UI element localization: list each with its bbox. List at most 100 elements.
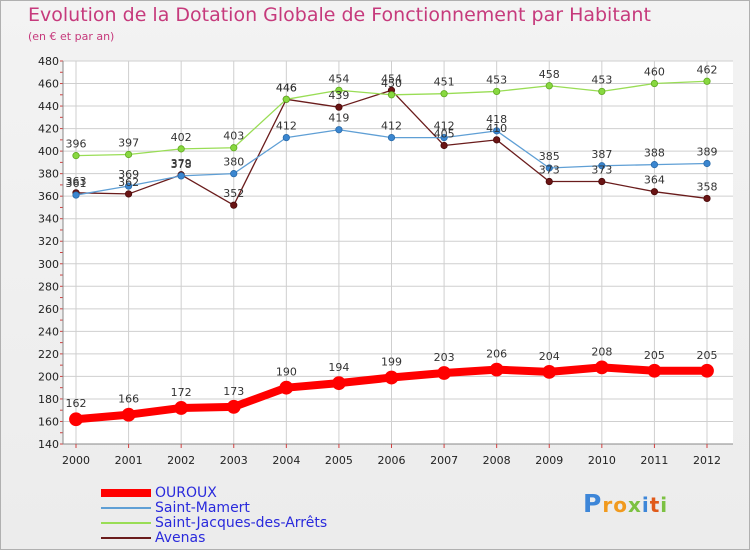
data-point: [384, 370, 399, 385]
data-point: [493, 136, 501, 144]
data-label: 361: [66, 177, 87, 190]
y-tick-label: 460: [38, 78, 59, 91]
data-point: [493, 87, 501, 96]
data-point: [545, 164, 553, 172]
data-point: [124, 190, 133, 198]
data-label: 454: [328, 72, 349, 85]
data-point: [230, 144, 238, 152]
data-label: 373: [539, 164, 560, 177]
data-point: [700, 363, 714, 378]
data-label: 199: [381, 356, 402, 369]
data-point: [703, 159, 711, 168]
logo-letter: i: [641, 493, 650, 517]
data-label: 387: [591, 148, 612, 161]
x-tick-label: 2011: [640, 454, 668, 467]
x-tick-label: 2010: [588, 454, 616, 467]
data-label: 362: [118, 176, 139, 189]
data-label: 205: [697, 349, 718, 362]
data-label: 412: [276, 120, 297, 133]
data-label: 418: [486, 113, 507, 126]
data-point: [332, 376, 346, 391]
data-label: 385: [539, 150, 560, 163]
data-point: [230, 170, 238, 178]
legend-label: Avenas: [155, 530, 206, 546]
data-point: [335, 103, 343, 111]
data-label: 458: [539, 68, 560, 81]
data-label: 379: [171, 157, 192, 170]
data-label: 450: [381, 77, 402, 90]
proxiti-logo: Proxiti: [583, 489, 668, 518]
data-point: [69, 412, 83, 427]
data-label: 419: [328, 112, 349, 125]
x-tick-label: 2009: [535, 454, 563, 467]
data-label: 358: [697, 180, 718, 193]
logo-letter: x: [627, 493, 642, 517]
data-point: [493, 127, 501, 135]
logo-letter: P: [583, 489, 603, 518]
y-tick-label: 440: [38, 100, 59, 113]
x-tick-label: 2004: [272, 454, 300, 467]
data-point: [387, 91, 396, 99]
data-label: 364: [644, 174, 665, 187]
x-tick-label: 2000: [62, 454, 90, 467]
data-label: 204: [539, 350, 560, 363]
data-point: [650, 188, 659, 196]
y-tick-label: 240: [38, 325, 59, 338]
data-label: 172: [171, 386, 192, 399]
data-point: [650, 79, 659, 88]
plot-area: [63, 61, 733, 444]
data-point: [72, 191, 80, 199]
data-label: 460: [644, 66, 665, 79]
legend-label: OUROUX: [155, 485, 217, 501]
data-label: 206: [486, 348, 507, 361]
data-label: 446: [276, 81, 297, 94]
data-label: 451: [434, 76, 455, 89]
data-point: [650, 161, 659, 169]
data-label: 190: [276, 366, 297, 379]
data-label: 389: [697, 146, 718, 159]
data-label: 203: [434, 351, 455, 364]
chart-subtitle: (en € et par an): [28, 30, 115, 43]
data-label: 173: [223, 385, 244, 398]
data-label: 453: [486, 73, 507, 86]
y-tick-label: 360: [38, 190, 59, 203]
y-tick-label: 280: [38, 280, 59, 293]
data-label: 412: [381, 120, 402, 133]
data-point: [282, 95, 290, 103]
y-tick-label: 380: [38, 168, 59, 181]
y-tick-label: 160: [38, 415, 59, 428]
data-label: 162: [66, 397, 87, 410]
x-tick-label: 2012: [693, 454, 721, 467]
data-point: [174, 401, 189, 415]
data-label: 396: [66, 138, 87, 151]
data-point: [594, 360, 609, 375]
data-label: 454: [381, 72, 402, 85]
data-point: [124, 182, 133, 190]
data-label: 403: [223, 130, 244, 143]
data-label: 453: [591, 73, 612, 86]
data-point: [282, 134, 290, 142]
x-tick-label: 2005: [325, 454, 353, 467]
y-tick-label: 260: [38, 303, 59, 316]
data-point: [545, 177, 553, 186]
data-label: 194: [328, 361, 349, 374]
x-tick-label: 2006: [378, 454, 406, 467]
data-label: 402: [171, 131, 192, 144]
data-point: [440, 141, 448, 150]
x-tick-label: 2002: [167, 454, 195, 467]
data-point: [226, 399, 241, 414]
data-point: [598, 87, 606, 96]
data-label: 363: [66, 175, 87, 188]
data-point: [335, 126, 343, 134]
data-point: [545, 82, 553, 90]
y-tick-label: 300: [38, 258, 59, 271]
data-label: 439: [328, 89, 349, 102]
data-label: 446: [276, 81, 297, 94]
chart-title: Evolution de la Dotation Globale de Fonc…: [28, 4, 651, 26]
y-tick-label: 400: [38, 145, 59, 158]
data-label: 410: [486, 122, 507, 135]
data-label: 388: [644, 147, 665, 160]
data-point: [124, 150, 133, 159]
